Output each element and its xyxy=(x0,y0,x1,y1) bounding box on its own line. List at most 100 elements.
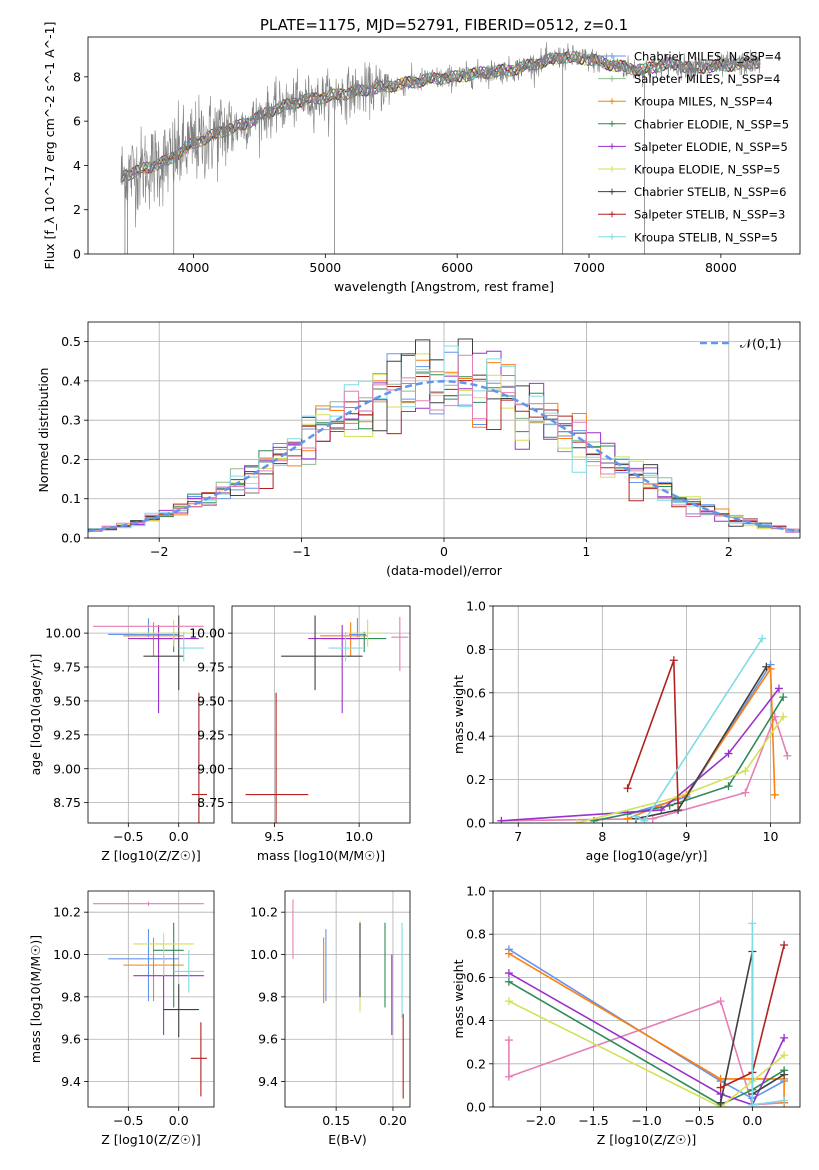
y-tick-label: 4 xyxy=(73,158,81,173)
panel-age-vs-mass: 9.5 10.0 8.75 9.00 9.25 9.50 9.75 10.00 mass [lo… xyxy=(189,605,411,863)
axes-frame xyxy=(87,321,801,539)
panel-mass-vs-EBV: 0.15 0.20 9.4 9.6 9.8 10.0 10.2 E(B-V) xyxy=(250,890,411,1147)
legend-marker xyxy=(609,53,615,59)
weight-line xyxy=(576,716,784,823)
weight-marker xyxy=(640,816,649,823)
plot-area xyxy=(245,615,409,823)
y-tick-label: 10.00 xyxy=(45,626,81,641)
y-tick-label: 2 xyxy=(73,202,81,217)
x-tick-label: 0.20 xyxy=(379,1113,407,1128)
figure-title: PLATE=1175, MJD=52791, FIBERID=0512, z=0… xyxy=(260,16,628,34)
x-tick-label: 7 xyxy=(514,829,522,844)
y-tick-label: 0.4 xyxy=(466,729,486,744)
axes-frame xyxy=(87,36,801,255)
axes-frame xyxy=(492,890,801,1108)
y-tick-label: 0.0 xyxy=(466,816,486,831)
panel-age-vs-Z: −0.5 0.0 8.75 9.00 9.25 9.50 9.75 10.00 Z [log10… xyxy=(28,605,215,863)
legend-label: Kroupa STELIB, N_SSP=5 xyxy=(634,230,778,244)
weight-marker xyxy=(504,969,513,978)
axes-frame xyxy=(284,890,411,1108)
y-tick-label: 0.4 xyxy=(61,373,81,388)
y-tick-label: 10.2 xyxy=(53,905,81,920)
legend-marker xyxy=(609,143,615,150)
y-tick-label: 9.25 xyxy=(53,727,81,742)
weight-marker xyxy=(573,819,582,823)
y-tick-label: 8 xyxy=(73,69,81,84)
x-tick-label: −1.5 xyxy=(578,1113,608,1128)
legend-marker xyxy=(609,98,615,105)
weight-marker xyxy=(748,1100,757,1107)
y-axis-label: mass weight xyxy=(451,959,466,1038)
y-tick-label: 1.0 xyxy=(466,884,486,899)
legend-marker xyxy=(609,188,615,195)
weight-marker xyxy=(623,784,632,793)
y-tick-label: 10.2 xyxy=(250,905,278,920)
weight-marker xyxy=(766,664,775,673)
x-axis-label: Z [log10(Z/Z☉)] xyxy=(101,848,201,863)
x-tick-label: −0.5 xyxy=(113,1113,143,1128)
y-tick-label: 10.00 xyxy=(189,626,225,641)
weight-marker xyxy=(504,1072,513,1081)
legend-label: 𝒩(0,1) xyxy=(740,336,782,351)
histogram-step xyxy=(88,338,800,531)
legend-label: Kroupa MILES, N_SSP=4 xyxy=(634,95,773,109)
plot-area xyxy=(292,899,404,1099)
legend-label: Salpeter STELIB, N_SSP=3 xyxy=(634,208,785,222)
legend-marker xyxy=(609,166,615,172)
weight-line xyxy=(508,948,785,1100)
y-tick-label: 9.6 xyxy=(61,1032,81,1047)
y-tick-label: 9.6 xyxy=(258,1032,278,1047)
x-tick-label: −0.5 xyxy=(684,1113,714,1128)
weight-line xyxy=(626,660,679,804)
y-tick-label: 10.0 xyxy=(250,947,278,962)
y-tick-label: 0.3 xyxy=(61,413,81,428)
legend-marker xyxy=(609,233,615,240)
x-tick-label: 10.0 xyxy=(345,829,373,844)
histogram-step xyxy=(88,345,800,531)
weight-marker xyxy=(674,799,683,808)
y-tick-label: 9.50 xyxy=(197,693,225,708)
weight-marker xyxy=(780,1096,789,1105)
weight-marker xyxy=(497,816,506,823)
weight-marker xyxy=(669,656,678,665)
weight-marker xyxy=(504,1036,513,1045)
y-tick-label: 6 xyxy=(73,114,81,129)
x-axis-label: age [log10(age/yr)] xyxy=(586,848,708,863)
y-tick-label: 8.75 xyxy=(197,795,225,810)
y-axis-label: Flux [f_λ 10^-17 erg cm^-2 s^-1 A^-1] xyxy=(42,22,57,270)
weight-marker xyxy=(724,749,733,758)
legend-label: Salpeter MILES, N_SSP=4 xyxy=(634,72,780,86)
y-tick-label: 9.75 xyxy=(53,660,81,675)
y-axis-label: mass [log10(M/M☉)] xyxy=(28,935,43,1063)
weight-marker xyxy=(748,919,757,928)
weight-line xyxy=(508,981,785,1106)
weight-marker xyxy=(762,662,771,671)
plot-area xyxy=(93,615,207,823)
panel-weight-vs-age: 7 8 9 10 0.0 0.2 0.4 0.6 0.8 1.0 age [log10(age/yr… xyxy=(451,599,801,863)
weight-marker xyxy=(741,766,750,775)
weight-line xyxy=(508,1000,785,1107)
weight-marker xyxy=(504,949,513,958)
panel-spectrum: 4000 5000 6000 7000 8000 0 2 4 6 8 wavelength [Ang… xyxy=(42,22,801,294)
x-tick-label: 5000 xyxy=(309,260,341,275)
y-tick-label: 0.4 xyxy=(466,1013,486,1028)
plot-area xyxy=(88,338,800,533)
y-tick-label: 0.6 xyxy=(466,685,486,700)
y-tick-label: 9.8 xyxy=(258,989,278,1004)
x-tick-label: 1 xyxy=(582,544,590,559)
x-tick-label: 0.0 xyxy=(169,1113,189,1128)
y-tick-label: 0.2 xyxy=(466,772,486,787)
panel-mass-vs-Z: −0.5 0.0 9.4 9.6 9.8 10.0 10.2 Z [log10(Z/Z☉)] m… xyxy=(28,890,215,1147)
panel-residuals: −2 −1 0 1 2 0.0 0.1 0.2 0.3 0.4 0.5 (data-model)/er… xyxy=(36,321,801,578)
x-tick-label: 0.0 xyxy=(742,1113,762,1128)
x-tick-label: 9 xyxy=(682,829,690,844)
y-tick-label: 0.8 xyxy=(466,927,486,942)
y-tick-label: 9.75 xyxy=(197,660,225,675)
weight-marker xyxy=(774,684,783,693)
data-spectrum-line xyxy=(120,42,761,228)
axes-frame xyxy=(87,890,215,1108)
x-tick-label: −1 xyxy=(292,544,310,559)
weight-marker xyxy=(780,941,789,949)
legend-marker xyxy=(609,120,615,127)
